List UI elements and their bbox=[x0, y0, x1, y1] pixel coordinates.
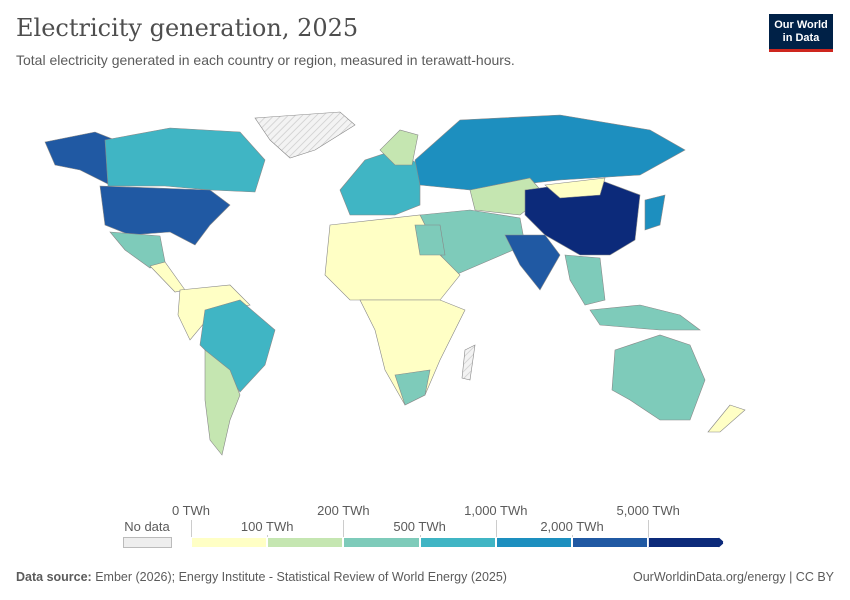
region-scandinavia bbox=[379, 129, 419, 166]
legend-label: 1,000 TWh bbox=[464, 503, 528, 518]
region-india bbox=[504, 234, 561, 291]
footer-source: Data source: Ember (2026); Energy Instit… bbox=[16, 570, 507, 584]
region-usa bbox=[99, 185, 231, 246]
legend-label: 5,000 TWh bbox=[616, 503, 680, 518]
legend-swatch[interactable] bbox=[572, 537, 649, 548]
region-central-america bbox=[149, 261, 186, 293]
legend-label: 200 TWh bbox=[317, 503, 370, 518]
region-brazil bbox=[199, 299, 276, 393]
region-mongolia bbox=[544, 177, 606, 199]
legend-no-data-swatch[interactable] bbox=[123, 537, 172, 548]
legend-swatch[interactable] bbox=[267, 537, 344, 548]
world-map[interactable] bbox=[0, 100, 850, 480]
legend-tick bbox=[572, 535, 573, 537]
legend-no-data-label: No data bbox=[124, 519, 170, 534]
region-south-africa bbox=[394, 369, 431, 406]
region-japan bbox=[644, 194, 666, 231]
region-new-zealand bbox=[707, 404, 746, 433]
legend-label: 100 TWh bbox=[240, 519, 294, 534]
legend-tick bbox=[191, 520, 192, 537]
legend-swatch[interactable] bbox=[191, 537, 268, 548]
region-argentina bbox=[204, 349, 241, 456]
legend-tick bbox=[419, 535, 421, 537]
chart-title: Electricity generation, 2025 bbox=[16, 14, 359, 42]
legend-label: 0 TWh bbox=[171, 503, 211, 518]
legend-label: 500 TWh bbox=[393, 519, 446, 534]
region-alaska bbox=[44, 131, 116, 186]
region-greenland bbox=[254, 111, 356, 159]
region-mexico bbox=[109, 231, 166, 269]
chart-subtitle: Total electricity generated in each coun… bbox=[16, 52, 515, 68]
region-southeast-asia bbox=[564, 254, 606, 306]
region-china bbox=[524, 179, 641, 256]
region-russia bbox=[414, 114, 686, 191]
footer-url[interactable]: OurWorldinData.org/energy | CC BY bbox=[632, 570, 834, 584]
region-australia bbox=[611, 334, 706, 421]
region-madagascar bbox=[461, 344, 476, 381]
legend-label: 2,000 TWh bbox=[540, 519, 604, 534]
region-indonesia bbox=[589, 304, 701, 331]
legend-tick bbox=[648, 520, 650, 537]
legend-swatch[interactable] bbox=[648, 537, 725, 548]
region-canada bbox=[104, 127, 266, 193]
legend-swatch[interactable] bbox=[343, 537, 420, 548]
legend-tick bbox=[267, 535, 269, 537]
legend-tick bbox=[495, 520, 497, 537]
legend-tick bbox=[343, 520, 345, 537]
legend-swatch[interactable] bbox=[419, 537, 496, 548]
legend-swatch[interactable] bbox=[495, 537, 572, 548]
owid-logo[interactable]: Our World in Data bbox=[769, 14, 833, 52]
region-egypt bbox=[414, 224, 446, 256]
